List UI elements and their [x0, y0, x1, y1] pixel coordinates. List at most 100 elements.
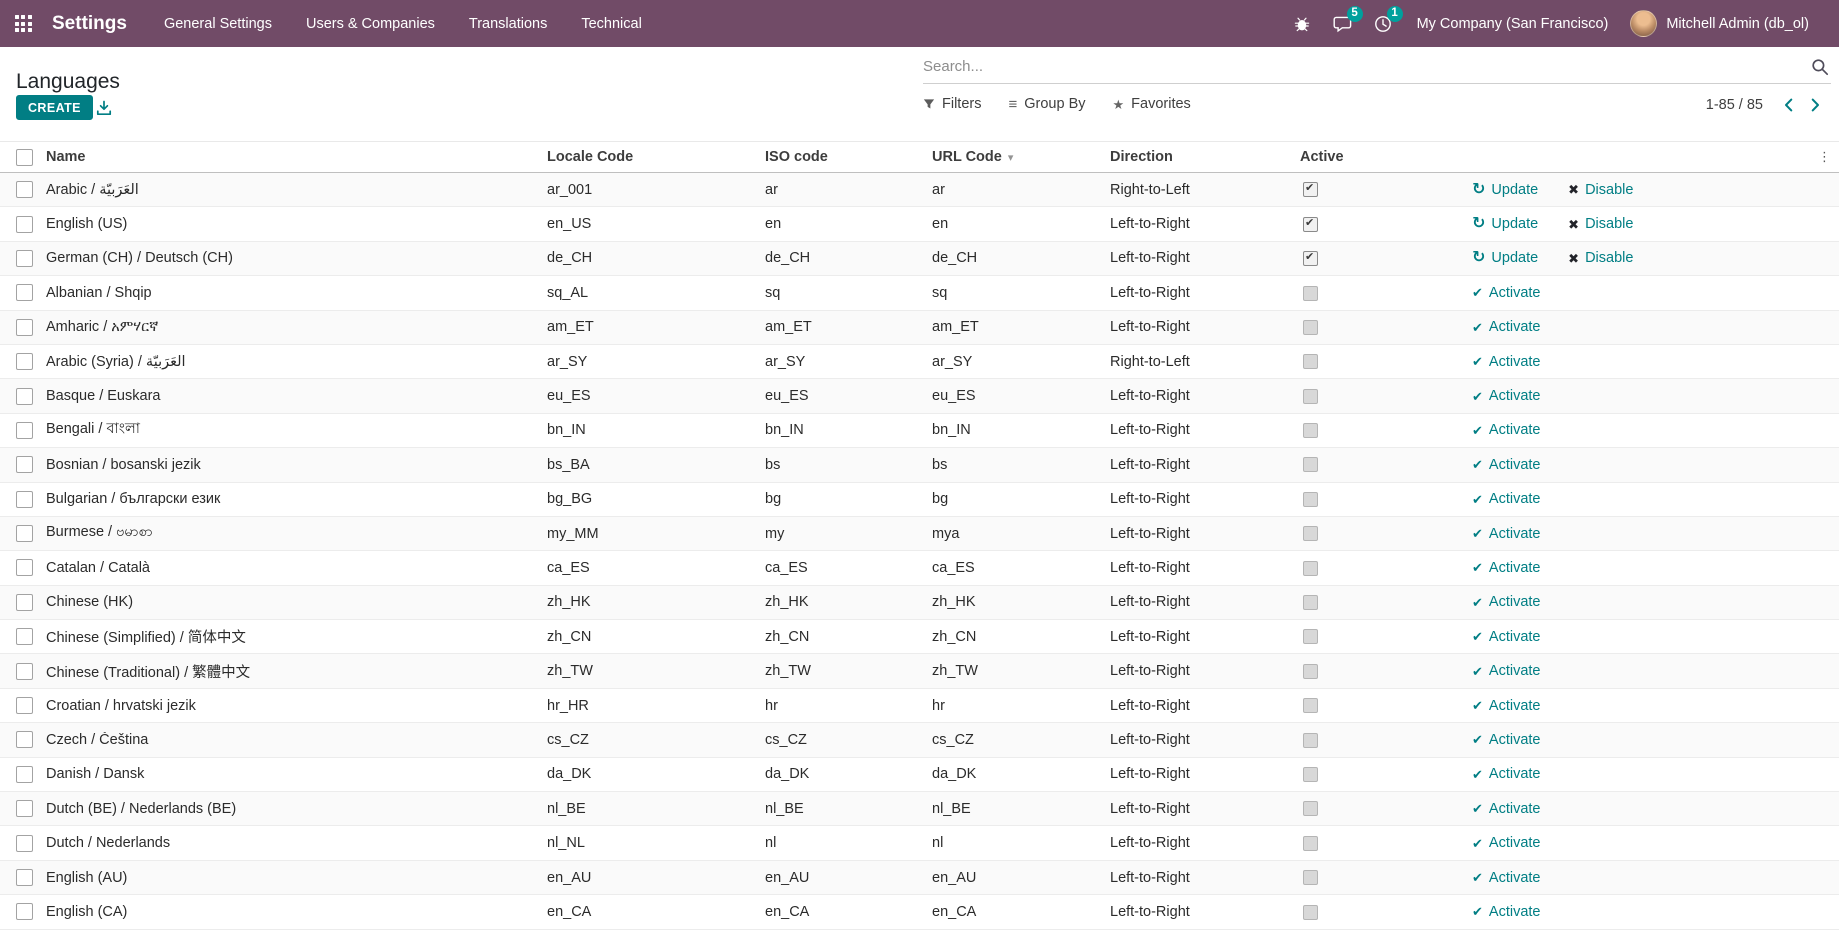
table-row[interactable]: Dutch (BE) / Nederlands (BE) nl_BE nl_BE… — [0, 792, 1839, 827]
active-checkbox[interactable] — [1303, 354, 1318, 370]
company-switcher[interactable]: My Company (San Francisco) — [1416, 15, 1609, 32]
search-input[interactable] — [923, 58, 1809, 75]
user-menu[interactable]: Mitchell Admin (db_ol) — [1666, 15, 1809, 32]
active-checkbox[interactable] — [1303, 285, 1318, 301]
update-button[interactable]: ↻ Update — [1472, 181, 1539, 198]
table-row[interactable]: Bosnian / bosanski jezik bs_BA bs bs Lef… — [0, 448, 1839, 483]
active-checkbox[interactable] — [1303, 423, 1318, 439]
export-button[interactable] — [96, 100, 112, 116]
active-checkbox[interactable] — [1303, 491, 1318, 507]
column-header-active[interactable]: Active — [1300, 149, 1344, 165]
activate-button[interactable]: ✔ Activate — [1472, 835, 1541, 852]
messages-button[interactable]: 5 — [1322, 5, 1363, 40]
table-row[interactable]: Bulgarian / български език bg_BG bg bg L… — [0, 483, 1839, 517]
activate-button[interactable]: ✔ Activate — [1472, 456, 1541, 473]
row-checkbox[interactable] — [16, 525, 33, 543]
column-header-url-code[interactable]: URL Code ▾ — [932, 149, 1014, 165]
table-row[interactable]: Albanian / Shqip sq_AL sq sq Left-to-Rig… — [0, 276, 1839, 311]
row-checkbox[interactable] — [16, 731, 33, 749]
activate-button[interactable]: ✔ Activate — [1472, 731, 1541, 748]
column-header-locale-code[interactable]: Locale Code — [547, 149, 634, 165]
row-checkbox[interactable] — [16, 903, 33, 921]
row-checkbox[interactable] — [16, 318, 33, 336]
row-checkbox[interactable] — [16, 869, 33, 886]
activate-button[interactable]: ✔ Activate — [1472, 284, 1541, 301]
active-checkbox[interactable] — [1303, 767, 1318, 782]
table-row[interactable]: Chinese (HK) zh_HK zh_HK zh_HK Left-to-R… — [0, 586, 1839, 621]
pager-next-button[interactable] — [1802, 93, 1829, 117]
optional-columns-toggle[interactable]: ⋮ — [1813, 142, 1836, 172]
row-checkbox[interactable] — [16, 834, 33, 852]
row-checkbox[interactable] — [16, 628, 33, 646]
row-checkbox[interactable] — [16, 662, 33, 680]
row-checkbox[interactable] — [16, 559, 33, 577]
table-row[interactable]: Amharic / አምሃርኛ am_ET am_ET am_ET Left-t… — [0, 311, 1839, 345]
table-row[interactable]: Croatian / hrvatski jezik hr_HR hr hr Le… — [0, 689, 1839, 724]
create-button[interactable]: CREATE — [16, 95, 93, 120]
table-row[interactable]: Burmese / ဗမာစာ my_MM my mya Left-to-Rig… — [0, 517, 1839, 552]
active-checkbox[interactable] — [1303, 595, 1318, 611]
column-header-iso-code[interactable]: ISO code — [765, 149, 828, 165]
active-checkbox[interactable] — [1303, 560, 1318, 576]
favorites-button[interactable]: ★ Favorites — [1112, 96, 1191, 112]
activate-button[interactable]: ✔ Activate — [1472, 559, 1541, 576]
active-checkbox[interactable] — [1303, 182, 1318, 198]
activate-button[interactable]: ✔ Activate — [1472, 353, 1541, 370]
row-checkbox[interactable] — [16, 456, 33, 474]
table-row[interactable]: Dutch / Nederlands nl_NL nl nl Left-to-R… — [0, 826, 1839, 861]
active-checkbox[interactable] — [1303, 629, 1318, 645]
disable-button[interactable]: ✖ Disable — [1568, 181, 1634, 198]
update-button[interactable]: ↻ Update — [1472, 216, 1539, 233]
table-row[interactable]: Bengali / বাংলা bn_IN bn_IN bn_IN Left-t… — [0, 414, 1839, 449]
row-checkbox[interactable] — [16, 490, 33, 508]
row-checkbox[interactable] — [16, 593, 33, 611]
activate-button[interactable]: ✔ Activate — [1472, 422, 1541, 439]
active-checkbox[interactable] — [1303, 526, 1318, 542]
activate-button[interactable]: ✔ Activate — [1472, 766, 1541, 783]
table-row[interactable]: English (AU) en_AU en_AU en_AU Left-to-R… — [0, 861, 1839, 896]
activate-button[interactable]: ✔ Activate — [1472, 663, 1541, 680]
active-checkbox[interactable] — [1303, 835, 1318, 851]
menu-users-companies[interactable]: Users & Companies — [305, 15, 435, 32]
row-checkbox[interactable] — [16, 421, 33, 439]
table-row[interactable]: Czech / Čeština cs_CZ cs_CZ cs_CZ Left-t… — [0, 723, 1839, 758]
activate-button[interactable]: ✔ Activate — [1472, 800, 1541, 817]
activate-button[interactable]: ✔ Activate — [1472, 525, 1541, 542]
active-checkbox[interactable] — [1303, 732, 1318, 748]
activities-button[interactable]: 1 — [1363, 5, 1403, 40]
table-row[interactable]: English (CA) en_CA en_CA en_CA Left-to-R… — [0, 895, 1839, 930]
active-checkbox[interactable] — [1303, 319, 1318, 335]
activate-button[interactable]: ✔ Activate — [1472, 697, 1541, 714]
activate-button[interactable]: ✔ Activate — [1472, 594, 1541, 611]
row-checkbox[interactable] — [16, 697, 33, 715]
user-avatar[interactable] — [1630, 10, 1658, 37]
pager-previous-button[interactable] — [1775, 93, 1802, 117]
table-row[interactable]: Arabic / الْعَرَبيّة ar_001 ar ar Right-… — [0, 173, 1839, 208]
activate-button[interactable]: ✔ Activate — [1472, 903, 1541, 920]
filters-button[interactable]: Filters — [923, 96, 981, 112]
table-row[interactable]: English (US) en_US en en Left-to-Right ↻… — [0, 207, 1839, 242]
active-checkbox[interactable] — [1303, 698, 1318, 714]
table-row[interactable]: German (CH) / Deutsch (CH) de_CH de_CH d… — [0, 242, 1839, 277]
row-checkbox[interactable] — [16, 800, 33, 818]
activate-button[interactable]: ✔ Activate — [1472, 491, 1541, 508]
table-row[interactable]: Chinese (Simplified) / 简体中文 zh_CN zh_CN … — [0, 620, 1839, 655]
search-button[interactable] — [1809, 58, 1831, 76]
row-checkbox[interactable] — [16, 215, 33, 233]
disable-button[interactable]: ✖ Disable — [1568, 216, 1634, 233]
row-checkbox[interactable] — [16, 249, 33, 267]
app-name[interactable]: Settings — [52, 12, 127, 34]
menu-technical[interactable]: Technical — [581, 15, 642, 32]
active-checkbox[interactable] — [1303, 801, 1318, 817]
active-checkbox[interactable] — [1303, 250, 1318, 267]
activate-button[interactable]: ✔ Activate — [1472, 388, 1541, 405]
update-button[interactable]: ↻ Update — [1472, 250, 1539, 267]
select-all-checkbox[interactable] — [16, 148, 33, 166]
activate-button[interactable]: ✔ Activate — [1472, 319, 1541, 336]
active-checkbox[interactable] — [1303, 457, 1318, 473]
table-row[interactable]: Basque / Euskara eu_ES eu_ES eu_ES Left-… — [0, 379, 1839, 414]
row-checkbox[interactable] — [16, 181, 33, 199]
column-header-direction[interactable]: Direction — [1110, 149, 1173, 165]
apps-menu-button[interactable] — [0, 0, 46, 47]
debug-button[interactable] — [1282, 8, 1322, 40]
